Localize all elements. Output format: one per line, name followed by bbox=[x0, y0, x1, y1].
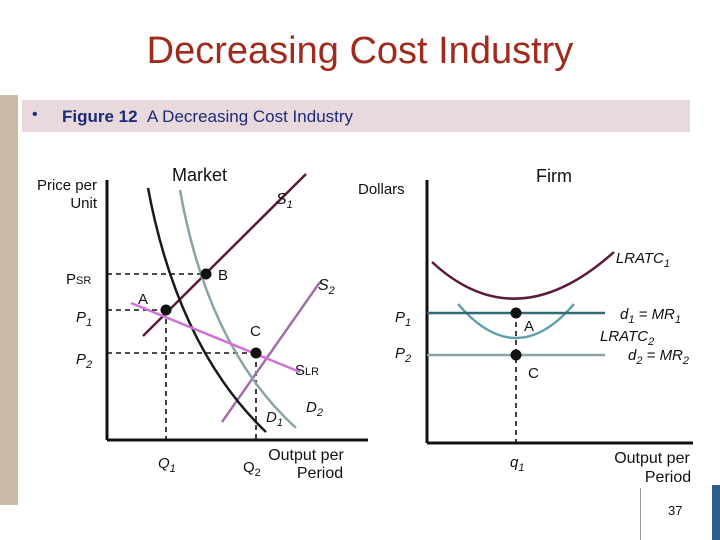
firm-y-axis-label: Dollars bbox=[358, 181, 405, 198]
d2-curve bbox=[178, 189, 297, 429]
s2-label: S2 bbox=[318, 277, 335, 297]
market-p2-label: P2 bbox=[76, 351, 92, 371]
slr-curve bbox=[130, 301, 301, 374]
caption-bullet: • bbox=[32, 106, 38, 123]
s1-label: S1 bbox=[276, 191, 293, 211]
firm-x-axis-label-2: Period bbox=[645, 469, 691, 486]
psr-label: PSR bbox=[66, 271, 91, 288]
market-panel: Market Price per Unit PSR P1 P2 A B C S1… bbox=[37, 165, 368, 482]
figure-number: Figure 12 bbox=[62, 107, 138, 126]
market-q2-label: Q2 bbox=[243, 459, 261, 479]
market-point-b-label: B bbox=[218, 267, 228, 284]
lratc1-label: LRATC1 bbox=[616, 250, 670, 270]
left-decor-bar bbox=[0, 95, 18, 505]
market-point-b bbox=[200, 268, 212, 280]
market-x-axis-label-1: Output per bbox=[268, 447, 344, 464]
figure-caption: Figure 12 A Decreasing Cost Industry bbox=[62, 107, 353, 127]
firm-d1-label: d1 = MR1 bbox=[620, 306, 681, 326]
market-point-c bbox=[250, 347, 262, 359]
s2-curve bbox=[220, 281, 322, 423]
firm-point-c-label: C bbox=[528, 365, 539, 382]
firm-point-a-label: A bbox=[524, 318, 534, 335]
firm-point-a bbox=[510, 307, 522, 319]
market-x-axis-label-2: Period bbox=[297, 465, 343, 482]
lratc2-label: LRATC2 bbox=[600, 328, 654, 348]
market-y-axis-label-2: Unit bbox=[70, 195, 98, 212]
market-point-a bbox=[160, 304, 172, 316]
page-number-box bbox=[640, 488, 720, 540]
d1-label: D1 bbox=[266, 409, 283, 429]
firm-x-axis-label-1: Output per bbox=[614, 450, 690, 467]
firm-q1-label: q1 bbox=[510, 454, 524, 474]
lratc1-curve bbox=[431, 251, 615, 300]
market-q1-label: Q1 bbox=[158, 455, 176, 475]
lratc2-curve bbox=[457, 303, 575, 340]
market-point-a-label: A bbox=[138, 291, 148, 308]
figure-caption-text: A Decreasing Cost Industry bbox=[147, 107, 354, 126]
firm-panel-title: Firm bbox=[536, 166, 572, 186]
firm-p1-label: P1 bbox=[395, 309, 411, 329]
firm-d2-label: d2 = MR2 bbox=[628, 347, 689, 367]
market-p1-label: P1 bbox=[76, 309, 92, 329]
market-y-axis-label-1: Price per bbox=[37, 177, 97, 194]
firm-point-c bbox=[510, 349, 522, 361]
slide-title: Decreasing Cost Industry bbox=[146, 30, 574, 72]
right-decor-bar bbox=[712, 485, 720, 540]
market-panel-title: Market bbox=[172, 165, 227, 185]
slr-label: SLR bbox=[295, 362, 319, 379]
firm-p2-label: P2 bbox=[395, 345, 411, 365]
page-number: 37 bbox=[668, 503, 683, 518]
market-point-c-label: C bbox=[250, 323, 261, 340]
firm-panel: Firm Dollars P1 P2 A C LRATC1 d1 = MR1 L… bbox=[358, 166, 693, 486]
d2-label: D2 bbox=[306, 399, 323, 419]
figure-caption-bar: • Figure 12 A Decreasing Cost Industry bbox=[22, 100, 690, 132]
